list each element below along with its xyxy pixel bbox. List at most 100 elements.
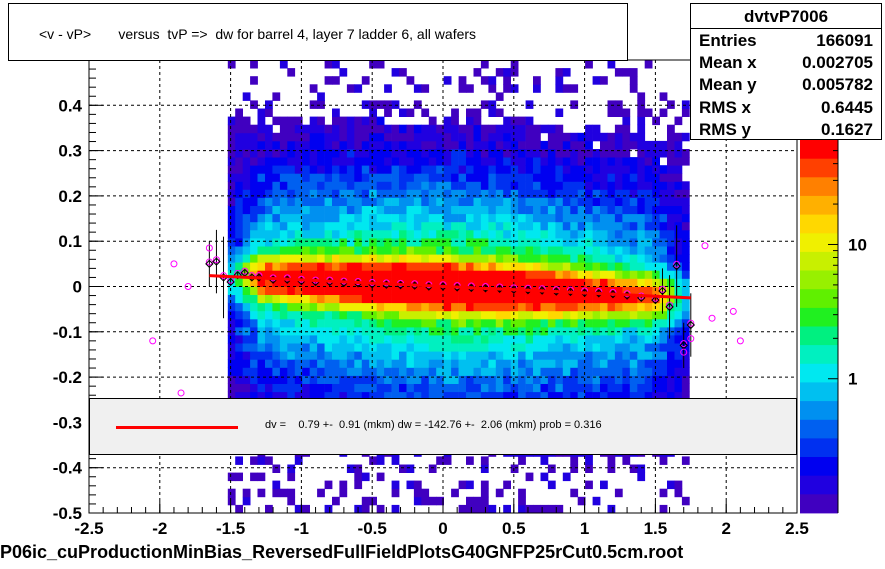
heatmap-cell — [309, 343, 318, 352]
heatmap-cell — [577, 335, 586, 344]
heatmap-cell — [518, 205, 526, 215]
heatmap-cell — [406, 351, 415, 360]
heatmap-cell — [346, 286, 355, 295]
heatmap-cell — [607, 278, 616, 287]
heatmap-cell — [547, 335, 556, 344]
heatmap-cell — [257, 173, 266, 182]
heatmap-cell — [495, 270, 504, 279]
heatmap-cell — [458, 391, 467, 401]
heatmap-cell — [637, 157, 646, 166]
profile-point-black — [658, 286, 667, 296]
heatmap-cell — [518, 173, 526, 182]
heatmap-cell — [667, 326, 675, 336]
heatmap-cell — [265, 343, 273, 352]
heatmap-cell — [354, 318, 363, 328]
heatmap-cell — [317, 294, 325, 304]
heatmap-cell — [302, 254, 310, 263]
heatmap-cell — [361, 472, 370, 482]
heatmap-cell — [570, 197, 579, 206]
heatmap-cell — [637, 108, 646, 117]
profile-point-black — [205, 259, 214, 269]
heatmap-cell — [406, 76, 415, 85]
heatmap-cell — [681, 278, 690, 287]
heatmap-cell — [562, 84, 571, 93]
heatmap-cell — [235, 326, 243, 336]
heatmap-cell — [518, 367, 526, 376]
heatmap-cell — [265, 456, 273, 465]
heatmap-cell — [443, 157, 452, 166]
heatmap-cell — [436, 262, 444, 271]
heatmap-cell — [302, 278, 310, 287]
heatmap-cell — [369, 189, 377, 198]
heatmap-cell — [652, 383, 660, 393]
heatmap-cell — [324, 124, 333, 134]
heatmap-cell — [376, 359, 385, 368]
heatmap-cell — [361, 213, 370, 223]
heatmap-cell — [369, 132, 377, 142]
heatmap-cell — [339, 157, 348, 166]
heatmap-cell — [607, 108, 616, 117]
heatmap-cell — [413, 149, 422, 158]
heatmap-cell — [317, 262, 325, 271]
heatmap-cell — [451, 270, 459, 279]
heatmap-cell — [622, 391, 631, 401]
heatmap-cell — [384, 205, 392, 215]
heatmap-cell — [473, 286, 482, 295]
heatmap-cell — [540, 383, 549, 393]
heatmap-cell — [510, 205, 519, 215]
heatmap-cell — [577, 351, 586, 360]
heatmap-cell — [562, 205, 571, 215]
y-tick-label: -0.3 — [53, 413, 82, 432]
heatmap-cell — [272, 270, 281, 279]
heatmap-cell — [518, 375, 526, 384]
heatmap-cell — [235, 116, 243, 126]
heatmap-cell — [629, 197, 638, 206]
heatmap-cell — [585, 383, 593, 393]
heatmap-cell — [622, 149, 631, 158]
heatmap-cell — [451, 132, 459, 142]
heatmap-cell — [384, 165, 392, 174]
heatmap-cell — [667, 302, 675, 312]
heatmap-cell — [421, 197, 430, 206]
heatmap-cell — [466, 221, 474, 231]
heatmap-cell — [317, 343, 325, 352]
heatmap-cell — [510, 60, 519, 69]
heatmap-cell — [607, 197, 616, 206]
heatmap-cell — [607, 157, 616, 166]
heatmap-cell — [279, 302, 288, 312]
heatmap-cell — [473, 383, 482, 393]
heatmap-cell — [533, 238, 541, 247]
heatmap-cell — [294, 238, 303, 247]
heatmap-cell — [510, 213, 519, 223]
heatmap-cell — [458, 157, 467, 166]
heatmap-cell — [667, 367, 675, 376]
heatmap-cell — [451, 359, 459, 368]
heatmap-cell — [607, 246, 616, 255]
heatmap-cell — [354, 294, 363, 304]
heatmap-cell — [473, 213, 482, 223]
heatmap-cell — [667, 181, 675, 190]
heatmap-cell — [458, 294, 467, 304]
heatmap-cell — [413, 181, 422, 190]
heatmap-cell — [391, 205, 400, 215]
heatmap-cell — [391, 270, 400, 279]
heatmap-cell — [607, 189, 616, 198]
heatmap-cell — [451, 343, 459, 352]
heatmap-cell — [592, 496, 601, 506]
heatmap-cell — [421, 84, 430, 93]
heatmap-cell — [495, 140, 504, 150]
heatmap-cell — [428, 165, 437, 174]
heatmap-cell — [614, 278, 623, 287]
stats-label: Mean x — [699, 53, 757, 72]
heatmap-cell — [629, 294, 638, 304]
heatmap-cell — [361, 496, 370, 506]
heatmap-cell — [652, 278, 660, 287]
heatmap-cell — [525, 132, 534, 142]
heatmap-cell — [637, 116, 646, 126]
heatmap-cell — [585, 391, 593, 401]
heatmap-cell — [361, 504, 370, 514]
heatmap-cell — [614, 140, 623, 150]
heatmap-cell — [294, 310, 303, 320]
heatmap-cell — [309, 254, 318, 263]
heatmap-cell — [629, 76, 638, 85]
